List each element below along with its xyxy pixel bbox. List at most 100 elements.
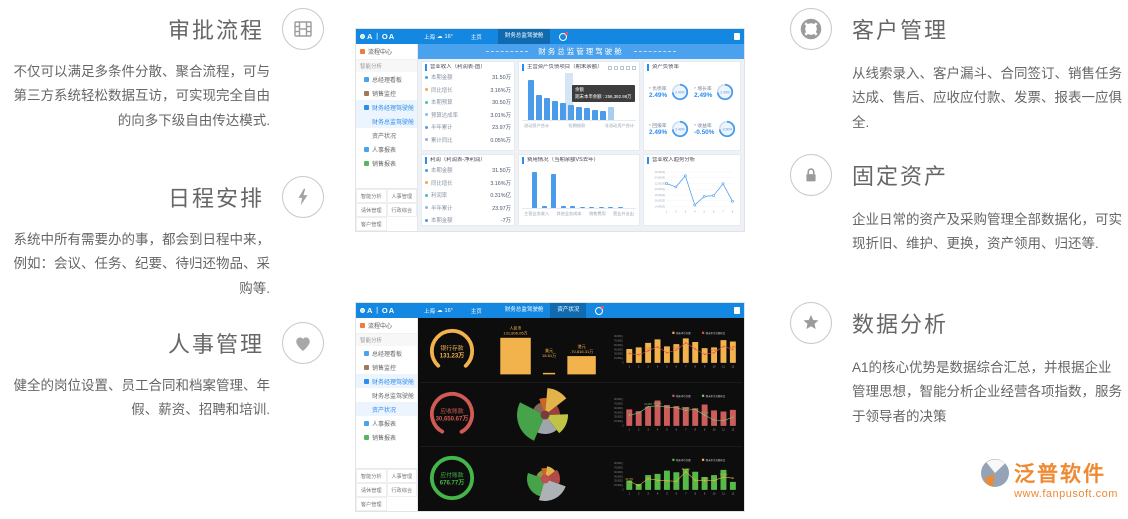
monthly-chart-payable: 期末本币余额 期末本币余额同比 90,000万 75,000万 60,000万 45,00… <box>610 449 742 507</box>
compare-icon[interactable] <box>614 65 618 70</box>
svg-text:7: 7 <box>722 210 724 214</box>
cloud-icon: ☁ <box>437 307 443 314</box>
sidebar-item[interactable]: 财务总监驾驶舱 <box>372 393 415 400</box>
svg-text:71.67%: 71.67% <box>672 348 680 350</box>
svg-text:30,000万: 30,000万 <box>614 353 624 356</box>
sidebar-tab[interactable]: 客户管理 <box>356 217 387 231</box>
nav-home[interactable]: 主页 <box>470 34 482 41</box>
sidebar-tab[interactable]: 行政综合 <box>386 203 417 217</box>
weather-widget: 上海 ☁ 16° <box>424 33 453 41</box>
sidebar-item[interactable]: 总经理看板 <box>356 346 417 360</box>
x-axis-label: 非流动资产合计 <box>604 122 634 128</box>
ring-gauge-bank: 银行存款 131.23万 <box>424 323 480 379</box>
download-icon[interactable] <box>608 65 612 70</box>
sidebar-item[interactable]: 销售报表 <box>356 430 417 444</box>
brand-footer[interactable]: 泛普软件 www.fanpusoft.com <box>980 458 1128 500</box>
svg-text:3: 3 <box>647 365 649 368</box>
currency-bars: 人民币 131,806.05万 美元 18.61万 港元 -70,816.31万 <box>482 321 608 381</box>
svg-text:40.39%: 40.39% <box>710 350 718 352</box>
sidebar-item[interactable]: 销售报表 <box>356 156 417 170</box>
x-axis-label: 流动资产合计 <box>524 122 550 128</box>
svg-text:90,000万: 90,000万 <box>614 462 624 465</box>
svg-text:期末本币余额: 期末本币余额 <box>676 394 691 398</box>
svg-text:45,000万: 45,000万 <box>614 412 624 415</box>
svg-text:45,000万: 45,000万 <box>614 348 624 351</box>
sidebar-tab[interactable]: 请休管理 <box>356 483 387 497</box>
svg-text:银行存款: 银行存款 <box>440 344 463 352</box>
bar <box>544 98 550 121</box>
svg-text:期末本币余额: 期末本币余额 <box>676 458 691 462</box>
app-header: A︱OA 上海 ☁ 16° 主页 财务总监驾驶舱 <box>356 29 744 44</box>
gauge-cell: * 回报率 2.49% 2.49% <box>647 111 690 146</box>
svg-text:8: 8 <box>695 492 697 495</box>
app-logo[interactable]: A︱OA <box>360 305 418 316</box>
app-logo[interactable]: A︱OA <box>360 31 418 42</box>
bar <box>579 206 585 209</box>
sidebar-item[interactable]: 总经理看板 <box>356 72 417 86</box>
logo-bulb-icon <box>360 34 365 39</box>
svg-text:期末本币余额同比: 期末本币余额同比 <box>706 458 726 462</box>
sidebar-item[interactable]: 人事报表 <box>356 142 417 156</box>
svg-text:23.21%: 23.21% <box>701 413 709 415</box>
x-axis-label: 短期借款 <box>568 122 586 128</box>
list-icon[interactable] <box>626 65 630 70</box>
bar <box>617 207 623 209</box>
notification-icon[interactable] <box>595 305 605 315</box>
svg-text:4: 4 <box>657 429 659 432</box>
svg-text:30,000万: 30,000万 <box>614 480 624 483</box>
svg-text:期末本币余额: 期末本币余额 <box>676 331 691 335</box>
stat-row: 利润率 0.31%亿 <box>425 189 511 202</box>
svg-text:6: 6 <box>676 365 678 368</box>
gauge-cell: * 负债率 2.49% 2.49% <box>647 74 690 109</box>
tab-asset-status[interactable]: 资产状况 <box>550 303 587 318</box>
sidebar-item[interactable]: 财务总监驾驶舱 <box>356 114 417 128</box>
feature-crm: 客户管理 从线索录入、客户漏斗、合同签订、销售任务达成、售后、应收应付款、发票、… <box>788 8 1128 135</box>
sidebar-item[interactable]: 资产状况 <box>372 133 397 140</box>
sidebar-item[interactable]: 销售监控 <box>356 360 417 374</box>
svg-text:10: 10 <box>713 365 716 368</box>
feature-title: 日程安排 <box>167 186 264 211</box>
sidebar-item[interactable]: 人事报表 <box>356 416 417 430</box>
svg-text:12: 12 <box>731 492 734 495</box>
feature-title: 固定资产 <box>852 164 949 189</box>
sidebar-tab[interactable]: 客户管理 <box>356 497 387 511</box>
sidebar-item[interactable]: 财务经理驾驶舱 <box>356 374 417 388</box>
header-user-icon[interactable] <box>734 33 740 40</box>
sidebar-item[interactable]: 资产状况 <box>356 402 417 416</box>
sidebar-item-process-center[interactable]: 流程中心 <box>356 318 417 334</box>
sidebar-tab[interactable]: 智能分析 <box>356 189 387 203</box>
monthly-chart-bank: 期末本币余额 期末本币余额同比 90,000万 75,000万 60,000万 45,00… <box>610 322 742 380</box>
stat-row: 本期金额 31.50万 <box>425 71 511 84</box>
svg-text:24,000万: 24,000万 <box>655 176 666 180</box>
nav-home[interactable]: 主页 <box>470 308 482 315</box>
svg-text:3: 3 <box>647 429 649 432</box>
sidebar-item[interactable]: 销售监控 <box>356 86 417 100</box>
svg-text:90,000万: 90,000万 <box>614 335 624 338</box>
svg-text:11: 11 <box>722 365 725 368</box>
sidebar: 流程中心智能分析 总经理看板 销售监控 财务经理驾驶舱财务总监驾驶舱资产状况 人事报表销… <box>356 318 418 511</box>
sidebar-item-process-center[interactable]: 流程中心 <box>356 44 417 60</box>
stat-row: 预算达成率 3.01%万 <box>425 109 511 122</box>
sidebar-tab[interactable]: 人事管理 <box>386 469 417 483</box>
filter-icon[interactable] <box>620 65 624 70</box>
brand-url[interactable]: www.fanpusoft.com <box>1014 488 1118 500</box>
feature-desc: 从线索录入、客户漏斗、合同签订、销售任务达成、售后、应收应付款、发票、报表一应俱… <box>852 66 1122 130</box>
sidebar-tab[interactable]: 智能分析 <box>356 469 387 483</box>
svg-text:60,000万: 60,000万 <box>614 407 624 410</box>
tab-finance-cockpit[interactable]: 财务总监驾驶舱 <box>497 29 551 44</box>
bar <box>536 94 542 121</box>
bar-chart: 余额 期末本币余额 : 256,382.98万 <box>522 73 636 122</box>
header-user-icon[interactable] <box>734 307 740 314</box>
notification-icon[interactable] <box>559 31 569 41</box>
feature-title: 数据分析 <box>852 312 949 337</box>
svg-text:6: 6 <box>676 429 678 432</box>
sidebar-tab[interactable]: 人事管理 <box>386 189 417 203</box>
sidebar-tab[interactable]: 请休管理 <box>356 203 387 217</box>
svg-text:1: 1 <box>629 492 631 495</box>
grid-icon[interactable] <box>632 65 636 70</box>
film-icon <box>282 8 324 50</box>
sidebar-item[interactable]: 财务经理驾驶舱 <box>356 100 417 114</box>
sidebar-tab[interactable]: 行政综合 <box>386 483 417 497</box>
tab-finance-cockpit[interactable]: 财务总监驾驶舱 <box>504 307 544 313</box>
